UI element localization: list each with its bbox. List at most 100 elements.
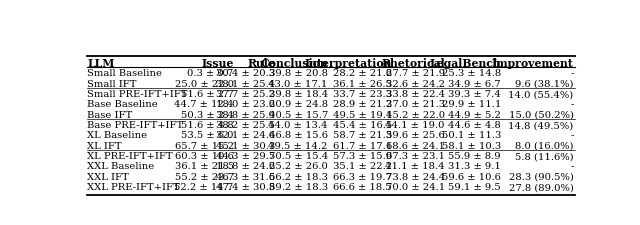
Text: 35.1 ± 22.2: 35.1 ± 22.2	[333, 162, 392, 171]
Text: 14.0 (55.4%): 14.0 (55.4%)	[508, 90, 573, 99]
Text: XXL Baseline: XXL Baseline	[88, 162, 155, 171]
Text: -: -	[570, 100, 573, 109]
Text: 39.8 ± 20.8: 39.8 ± 20.8	[269, 69, 328, 78]
Text: 68.6 ± 24.1: 68.6 ± 24.1	[386, 141, 445, 150]
Text: 33.7 ± 23.3: 33.7 ± 23.3	[333, 90, 392, 99]
Text: 44.7 ± 12.4: 44.7 ± 12.4	[174, 100, 234, 109]
Text: 38.1 ± 25.4: 38.1 ± 25.4	[216, 79, 275, 88]
Text: 32.1 ± 24.6: 32.1 ± 24.6	[216, 131, 275, 140]
Text: 15.0 (50.2%): 15.0 (50.2%)	[509, 110, 573, 119]
Text: 14.8 (49.5%): 14.8 (49.5%)	[508, 121, 573, 130]
Text: 70.0 ± 24.1: 70.0 ± 24.1	[385, 182, 445, 191]
Text: 44.0 ± 13.4: 44.0 ± 13.4	[268, 121, 328, 130]
Text: Improvement: Improvement	[492, 58, 573, 69]
Text: XXL IFT: XXL IFT	[88, 172, 129, 181]
Text: 30.4 ± 20.3: 30.4 ± 20.3	[216, 69, 275, 78]
Text: 37.0 ± 21.3: 37.0 ± 21.3	[386, 100, 445, 109]
Text: Small Baseline: Small Baseline	[88, 69, 163, 78]
Text: 60.3 ± 10.6: 60.3 ± 10.6	[175, 151, 234, 160]
Text: 53.5 ± 6.0: 53.5 ± 6.0	[181, 131, 234, 140]
Text: 31.3 ± 9.1: 31.3 ± 9.1	[448, 162, 501, 171]
Text: 27.7 ± 21.9: 27.7 ± 21.9	[386, 69, 445, 78]
Text: 25.0 ± 22.0: 25.0 ± 22.0	[175, 79, 234, 88]
Text: Small IFT: Small IFT	[88, 79, 137, 88]
Text: 9.6 (38.1%): 9.6 (38.1%)	[515, 79, 573, 88]
Text: 50.1 ± 11.3: 50.1 ± 11.3	[442, 131, 501, 140]
Text: 28.3 (90.5%): 28.3 (90.5%)	[509, 172, 573, 181]
Text: 25.2 ± 26.0: 25.2 ± 26.0	[269, 162, 328, 171]
Text: 46.3 ± 31.6: 46.3 ± 31.6	[216, 172, 275, 181]
Text: 58.1 ± 10.3: 58.1 ± 10.3	[442, 141, 501, 150]
Text: 36.1 ± 21.5: 36.1 ± 21.5	[175, 162, 234, 171]
Text: Base PRE-IFT+IFT: Base PRE-IFT+IFT	[88, 121, 184, 130]
Text: 43.0 ± 17.1: 43.0 ± 17.1	[268, 79, 328, 88]
Text: 32.6 ± 24.2: 32.6 ± 24.2	[386, 79, 445, 88]
Text: 18.0 ± 23.6: 18.0 ± 23.6	[216, 100, 275, 109]
Text: 18.8 ± 24.6: 18.8 ± 24.6	[216, 162, 275, 171]
Text: 39.8 ± 18.4: 39.8 ± 18.4	[269, 90, 328, 99]
Text: 61.7 ± 17.1: 61.7 ± 17.1	[333, 141, 392, 150]
Text: -: -	[570, 69, 573, 78]
Text: Interpretation: Interpretation	[305, 58, 392, 69]
Text: XL IFT: XL IFT	[88, 141, 122, 150]
Text: 40.5 ± 15.7: 40.5 ± 15.7	[269, 110, 328, 119]
Text: 39.3 ± 7.4: 39.3 ± 7.4	[448, 90, 501, 99]
Text: 27.8 (89.0%): 27.8 (89.0%)	[509, 182, 573, 191]
Text: LLM: LLM	[88, 58, 115, 69]
Text: Issue: Issue	[202, 58, 234, 69]
Text: 44.3 ± 29.7: 44.3 ± 29.7	[216, 151, 275, 160]
Text: Conclusion: Conclusion	[260, 58, 328, 69]
Text: -: -	[570, 131, 573, 140]
Text: 28.9 ± 21.2: 28.9 ± 21.2	[333, 100, 392, 109]
Text: XL PRE-IFT+IFT: XL PRE-IFT+IFT	[88, 151, 173, 160]
Text: 5.8 (11.6%): 5.8 (11.6%)	[515, 151, 573, 160]
Text: XXL PRE-IFT+IFT: XXL PRE-IFT+IFT	[88, 182, 180, 191]
Text: 55.9 ± 8.9: 55.9 ± 8.9	[448, 151, 501, 160]
Text: Base Baseline: Base Baseline	[88, 100, 158, 109]
Text: 44.1 ± 19.0: 44.1 ± 19.0	[385, 121, 445, 130]
Text: 50.5 ± 15.4: 50.5 ± 15.4	[269, 151, 328, 160]
Text: 58.7 ± 21.3: 58.7 ± 21.3	[333, 131, 392, 140]
Text: 65.7 ± 15.2: 65.7 ± 15.2	[175, 141, 234, 150]
Text: 41.1 ± 18.4: 41.1 ± 18.4	[385, 162, 445, 171]
Text: 44.9 ± 5.2: 44.9 ± 5.2	[448, 110, 501, 119]
Text: 20.9 ± 24.8: 20.9 ± 24.8	[269, 100, 328, 109]
Text: 66.3 ± 19.7: 66.3 ± 19.7	[333, 172, 392, 181]
Text: 46.8 ± 15.6: 46.8 ± 15.6	[269, 131, 328, 140]
Text: 59.6 ± 10.6: 59.6 ± 10.6	[442, 172, 501, 181]
Text: 50.3 ± 2.4: 50.3 ± 2.4	[181, 110, 234, 119]
Text: 38.2 ± 25.5: 38.2 ± 25.5	[216, 121, 275, 130]
Text: 28.2 ± 21.6: 28.2 ± 21.6	[333, 69, 392, 78]
Text: 56.2 ± 18.3: 56.2 ± 18.3	[269, 172, 328, 181]
Text: Rhetorical: Rhetorical	[381, 58, 445, 69]
Text: 49.5 ± 19.1: 49.5 ± 19.1	[333, 110, 392, 119]
Text: 59.1 ± 9.5: 59.1 ± 9.5	[448, 182, 501, 191]
Text: 52.2 ± 14.7: 52.2 ± 14.7	[175, 182, 234, 191]
Text: 67.3 ± 23.1: 67.3 ± 23.1	[386, 151, 445, 160]
Text: 33.8 ± 22.4: 33.8 ± 22.4	[386, 90, 445, 99]
Text: 29.9 ± 11.1: 29.9 ± 11.1	[442, 100, 501, 109]
Text: 49.5 ± 14.2: 49.5 ± 14.2	[268, 141, 328, 150]
Text: 0.3 ± 0.7: 0.3 ± 0.7	[188, 69, 234, 78]
Text: 34.9 ± 6.7: 34.9 ± 6.7	[448, 79, 501, 88]
Text: 57.3 ± 15.9: 57.3 ± 15.9	[333, 151, 392, 160]
Text: 37.7 ± 25.2: 37.7 ± 25.2	[216, 90, 275, 99]
Text: 36.1 ± 26.5: 36.1 ± 26.5	[333, 79, 392, 88]
Text: 8.0 (16.0%): 8.0 (16.0%)	[515, 141, 573, 150]
Text: 44.6 ± 4.8: 44.6 ± 4.8	[448, 121, 501, 130]
Text: XL Baseline: XL Baseline	[88, 131, 148, 140]
Text: LegalBench: LegalBench	[429, 58, 501, 69]
Text: 73.8 ± 24.4: 73.8 ± 24.4	[385, 172, 445, 181]
Text: -: -	[570, 162, 573, 171]
Text: 45.2 ± 22.0: 45.2 ± 22.0	[386, 110, 445, 119]
Text: 51.6 ± 4.8: 51.6 ± 4.8	[181, 121, 234, 130]
Text: 45.1 ± 30.3: 45.1 ± 30.3	[216, 141, 275, 150]
Text: 59.2 ± 18.3: 59.2 ± 18.3	[269, 182, 328, 191]
Text: 55.2 ± 23.7: 55.2 ± 23.7	[175, 172, 234, 181]
Text: 51.6 ± 2.7: 51.6 ± 2.7	[181, 90, 234, 99]
Text: 47.4 ± 30.8: 47.4 ± 30.8	[216, 182, 275, 191]
Text: 59.6 ± 25.6: 59.6 ± 25.6	[386, 131, 445, 140]
Text: Small PRE-IFT+IFT: Small PRE-IFT+IFT	[88, 90, 188, 99]
Text: 38.8 ± 25.9: 38.8 ± 25.9	[216, 110, 275, 119]
Text: 25.3 ± 14.8: 25.3 ± 14.8	[442, 69, 501, 78]
